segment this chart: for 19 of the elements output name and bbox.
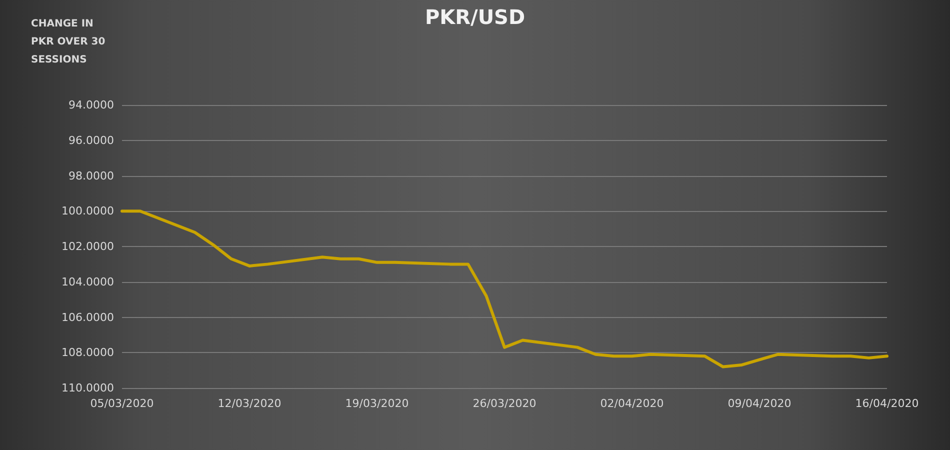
y-tick-label: 108.0000 [62, 346, 114, 360]
y-tick-label: 102.0000 [62, 240, 114, 253]
y-tick-label: 96.0000 [68, 134, 114, 147]
x-tick-label: 19/03/2020 [345, 397, 409, 410]
y-tick-label: 94.0000 [68, 98, 114, 112]
x-tick-label: 02/04/2020 [600, 397, 664, 410]
x-tick-label: 12/03/2020 [218, 397, 282, 410]
y-tick-label: 106.0000 [62, 310, 114, 324]
x-tick-label: 26/03/2020 [472, 397, 536, 410]
line-series [120, 210, 888, 368]
x-tick-label: 16/04/2020 [855, 397, 919, 410]
x-tick-label: 09/04/2020 [728, 397, 792, 410]
y-axis-title: CHANGE IN PKR OVER 30 SESSIONS [31, 18, 109, 66]
x-tick-label: 05/03/2020 [90, 397, 154, 410]
chart-title: PKR/USD [424, 5, 526, 29]
y-tick-label: 100.0000 [62, 204, 114, 218]
y-tick-label: 98.0000 [68, 169, 114, 182]
y-tick-label: 110.0000 [62, 382, 114, 394]
y-tick-label: 104.0000 [62, 275, 114, 288]
